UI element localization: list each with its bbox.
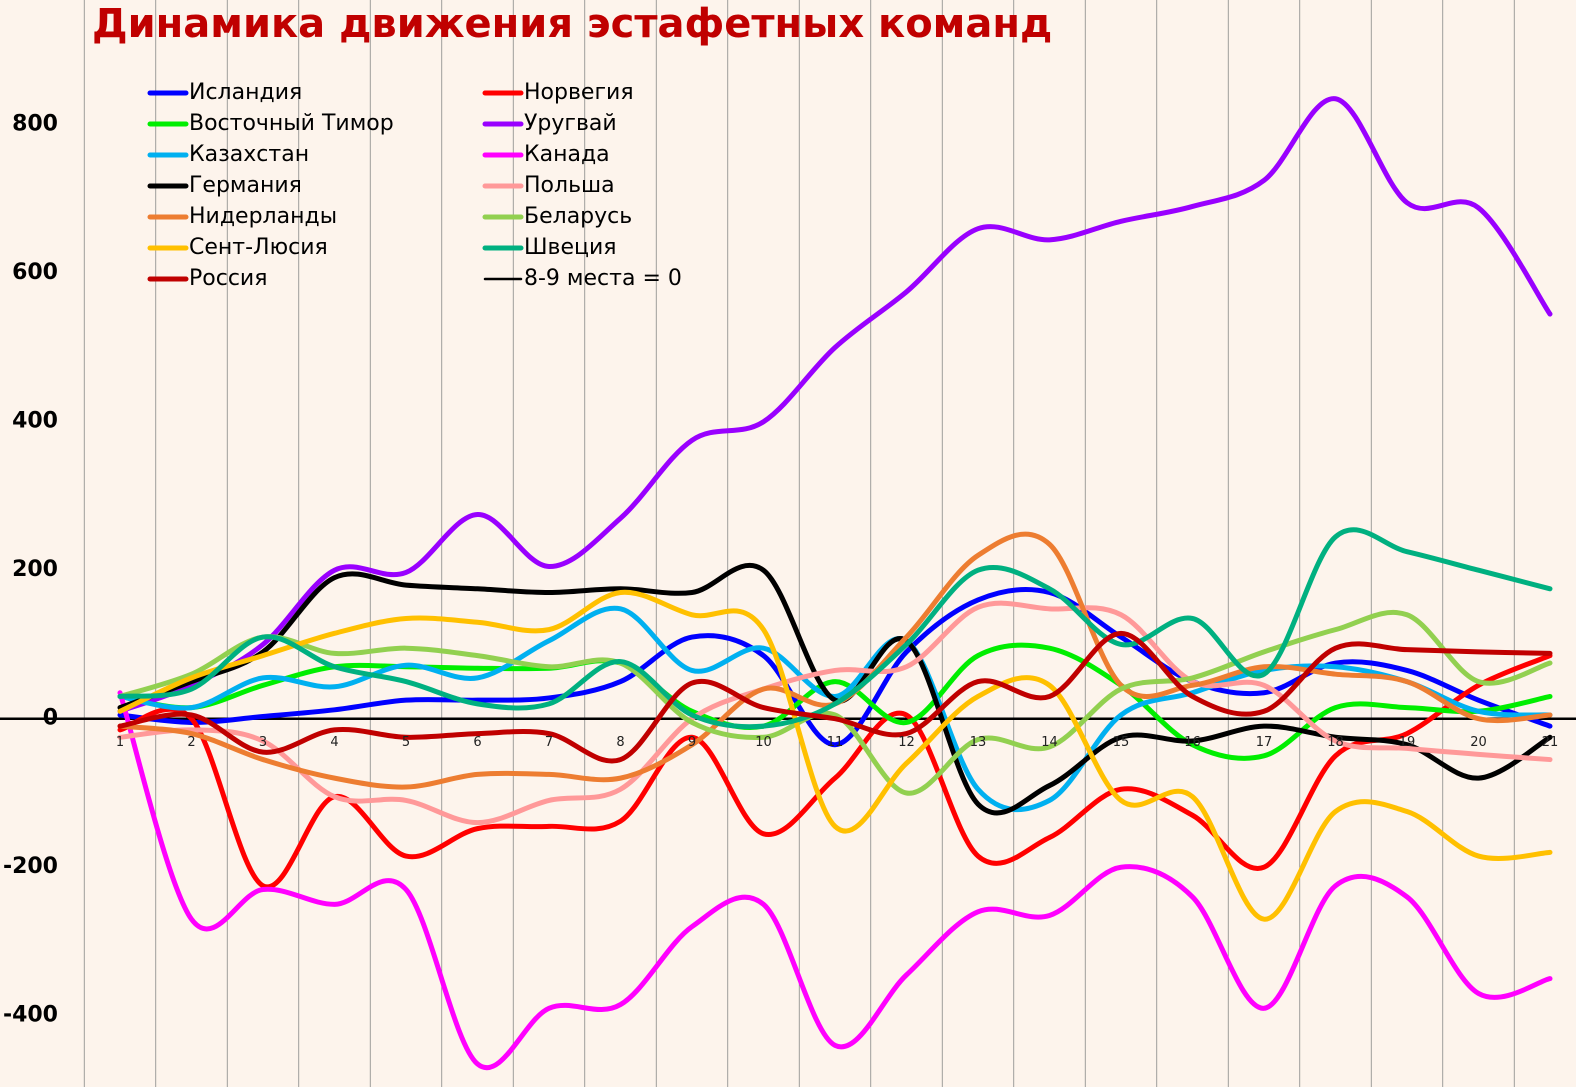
- x-tick-label: 11: [827, 735, 844, 750]
- y-tick-label: 400: [12, 409, 58, 434]
- y-tick-label: -400: [3, 1003, 58, 1028]
- series-line: [117, 690, 1553, 1070]
- legend-label: 8-9 места = 0: [524, 266, 682, 291]
- x-tick-label: 4: [330, 735, 338, 750]
- x-tick-label: 3: [259, 735, 267, 750]
- x-tick-label: 15: [1113, 735, 1130, 750]
- x-tick-label: 19: [1399, 735, 1416, 750]
- x-tick-label: 16: [1184, 735, 1201, 750]
- x-tick-label: 18: [1327, 735, 1344, 750]
- y-tick-label: 200: [12, 557, 58, 582]
- chart-title: Динамика движения эстафетных команд: [92, 1, 1052, 47]
- legend-label: Беларусь: [524, 204, 632, 229]
- legend-label: Уругвай: [524, 111, 617, 136]
- series-line: [117, 589, 1553, 922]
- series-line: [117, 642, 1553, 761]
- x-tick-label: 9: [688, 735, 696, 750]
- x-tick-label: 8: [616, 735, 624, 750]
- x-tick-label: 17: [1256, 735, 1273, 750]
- y-tick-label: 800: [12, 112, 58, 137]
- y-tick-label: 600: [12, 260, 58, 285]
- legend-label: Россия: [189, 266, 267, 291]
- series-line: [117, 600, 1553, 826]
- legend-label: Сент-Люсия: [189, 235, 328, 260]
- x-tick-label: 13: [970, 735, 987, 750]
- legend-label: Восточный Тимор: [189, 111, 394, 136]
- x-tick-label: 5: [402, 735, 410, 750]
- category-grid: [83, 0, 1515, 1087]
- y-tick-label: 0: [43, 706, 58, 731]
- legend-label: Германия: [189, 173, 302, 198]
- series-line: [117, 630, 1553, 764]
- x-tick-label: 12: [898, 735, 915, 750]
- x-tick-label: 1: [116, 735, 124, 750]
- legend-label: Швеция: [524, 235, 617, 260]
- legend-label: Исландия: [189, 80, 302, 105]
- legend-label: Казахстан: [189, 142, 309, 167]
- plot-area: [0, 96, 1576, 1070]
- legend-label: Норвегия: [524, 80, 634, 105]
- x-tick-label: 10: [755, 735, 772, 750]
- legend-label: Нидерланды: [189, 204, 337, 229]
- x-tick-label: 7: [545, 735, 553, 750]
- series-line: [117, 96, 1553, 714]
- series-line: [117, 527, 1553, 730]
- x-tick-label: 6: [473, 735, 481, 750]
- legend-label: Польша: [524, 173, 615, 198]
- y-tick-label: -200: [3, 854, 58, 879]
- x-tick-label: 21: [1542, 735, 1559, 750]
- x-tick-label: 2: [187, 735, 195, 750]
- x-tick-label: 14: [1041, 735, 1058, 750]
- legend-label: Канада: [524, 142, 610, 167]
- x-tick-label: 20: [1470, 735, 1487, 750]
